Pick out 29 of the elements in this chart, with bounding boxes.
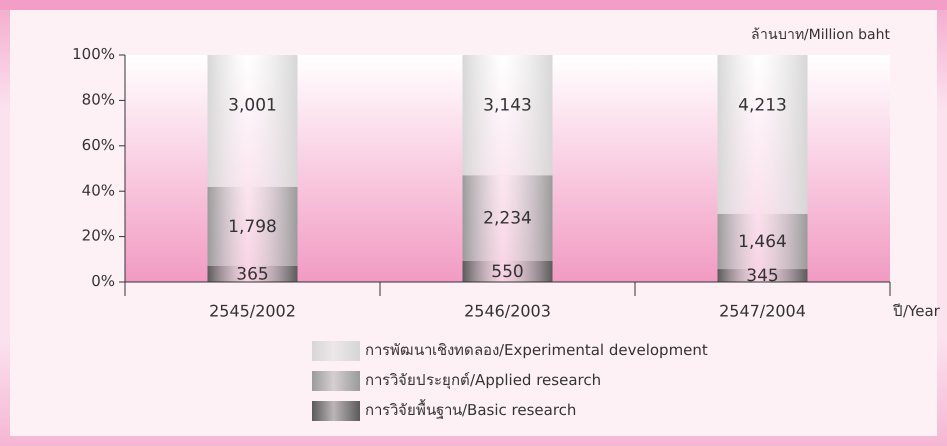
x-axis-title: ปี/Year: [892, 302, 941, 320]
bar: [208, 55, 298, 187]
annotation: 345: [746, 266, 779, 286]
y-tick-label: 40%: [82, 181, 115, 200]
y-tick-label: 20%: [82, 226, 115, 245]
annotation: 550: [491, 262, 524, 282]
legend-label: การวิจัยประยุกต์/Applied research: [365, 371, 602, 390]
annotation: 3,001: [228, 96, 277, 116]
annotation: 1,798: [228, 217, 277, 238]
y-tick-label: 0%: [91, 272, 115, 290]
x-tick-label: 2546/2003: [464, 301, 551, 320]
legend-label: การวิจัยพื้นฐาน/Basic research: [365, 399, 576, 420]
bar: [718, 214, 808, 270]
legend-label: การพัฒนาเชิงทดลอง/Experimental development: [365, 341, 708, 360]
y-tick-label: 60%: [82, 136, 115, 154]
y-tick-label: 80%: [82, 90, 115, 109]
bar: [462, 55, 552, 176]
y-axis-title: ล้านบาท/Million baht: [750, 26, 891, 43]
annotation: 1,464: [738, 232, 787, 252]
x-tick-label: 2545/2002: [209, 301, 296, 320]
bar: [718, 55, 808, 214]
y-tick-label: 100%: [72, 45, 115, 64]
x-tick-label: 2547/2004: [719, 301, 806, 320]
bar: [462, 175, 552, 261]
bar: [208, 186, 298, 266]
annotation: 3,143: [483, 96, 532, 116]
annotation: 365: [236, 264, 269, 285]
annotation: 2,234: [483, 208, 532, 229]
annotation: 4,213: [738, 96, 787, 116]
